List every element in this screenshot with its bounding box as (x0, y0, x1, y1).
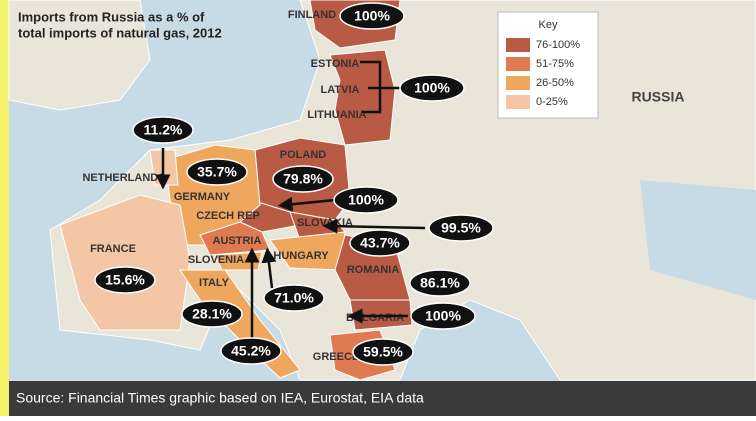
value-label: 79.8% (283, 171, 323, 187)
value-label: 86.1% (420, 275, 460, 291)
value-pill: 100% (410, 302, 476, 330)
country-name: GREECE (313, 351, 359, 363)
value-label: 100% (425, 308, 461, 324)
value-label: 43.7% (360, 235, 400, 251)
country-name: FRANCE (90, 243, 136, 255)
value-pill: 28.1% (181, 300, 243, 328)
key-title: Key (539, 19, 558, 31)
country-name: NETHERLANDS (82, 172, 165, 184)
key-label: 51-75% (536, 58, 574, 70)
value-pill: 100% (399, 74, 465, 102)
country-name: ROMANIA (347, 264, 400, 276)
key-label: 76-100% (536, 39, 580, 51)
value-pill: 59.5% (352, 338, 414, 366)
value-pill: 79.8% (272, 165, 334, 193)
value-pill: 100% (339, 2, 405, 30)
value-label: 11.2% (144, 122, 183, 138)
country-name: FINLAND (288, 9, 336, 21)
value-label: 100% (348, 192, 384, 208)
key-label: 26-50% (536, 77, 574, 89)
value-pill: 86.1% (409, 269, 471, 297)
value-pill: 35.7% (186, 158, 248, 186)
country-name: AUSTRIA (213, 235, 262, 247)
key: Key 76-100% 51-75% 26-50% 0-25% (497, 11, 599, 119)
arrow (277, 196, 336, 212)
country-name: ITALY (199, 277, 230, 289)
value-pill: 15.6% (94, 266, 156, 294)
value-label: 15.6% (105, 272, 145, 288)
land (8, 0, 151, 111)
country (59, 194, 191, 331)
value-label: 100% (354, 8, 390, 24)
edge (0, 0, 9, 416)
value-label: 99.5% (441, 220, 481, 236)
country-name: HUNGARY (273, 250, 329, 262)
key-label: 0-25% (536, 96, 568, 108)
region-label: RUSSIA (632, 89, 685, 105)
value-label: 59.5% (363, 344, 403, 360)
country-name: ESTONIA (311, 58, 360, 70)
country-name: SLOVENIA (188, 254, 244, 266)
country (199, 221, 271, 256)
country-name: BULGARIA (346, 312, 404, 324)
title: Imports from Russia as a % of (18, 9, 205, 24)
value-pill: 45.2% (220, 337, 282, 365)
source-bar (9, 381, 756, 416)
value-label: 45.2% (231, 343, 271, 359)
arrow (261, 247, 277, 289)
arrow (322, 218, 426, 234)
value-pill: 43.7% (349, 229, 411, 257)
value-label: 100% (414, 80, 450, 96)
value-pill: 11.2% (132, 116, 194, 144)
arrow (360, 60, 400, 114)
country-name: POLAND (280, 149, 327, 161)
country-name: LITHUANIA (307, 109, 366, 121)
value-pill: 71.0% (263, 284, 325, 312)
value-label: 71.0% (274, 290, 314, 306)
value-label: 28.1% (192, 306, 232, 322)
value-pill: 100% (333, 186, 399, 214)
country-name: LATVIA (321, 84, 360, 96)
title: total imports of natural gas, 2012 (18, 25, 222, 40)
country-name: GERMANY (174, 191, 231, 203)
country-name: CZECH REP (196, 210, 260, 222)
sea (640, 180, 756, 300)
source: Source: Financial Times graphic based on… (16, 390, 424, 406)
value-pill: 99.5% (428, 214, 494, 242)
value-label: 35.7% (197, 164, 237, 180)
